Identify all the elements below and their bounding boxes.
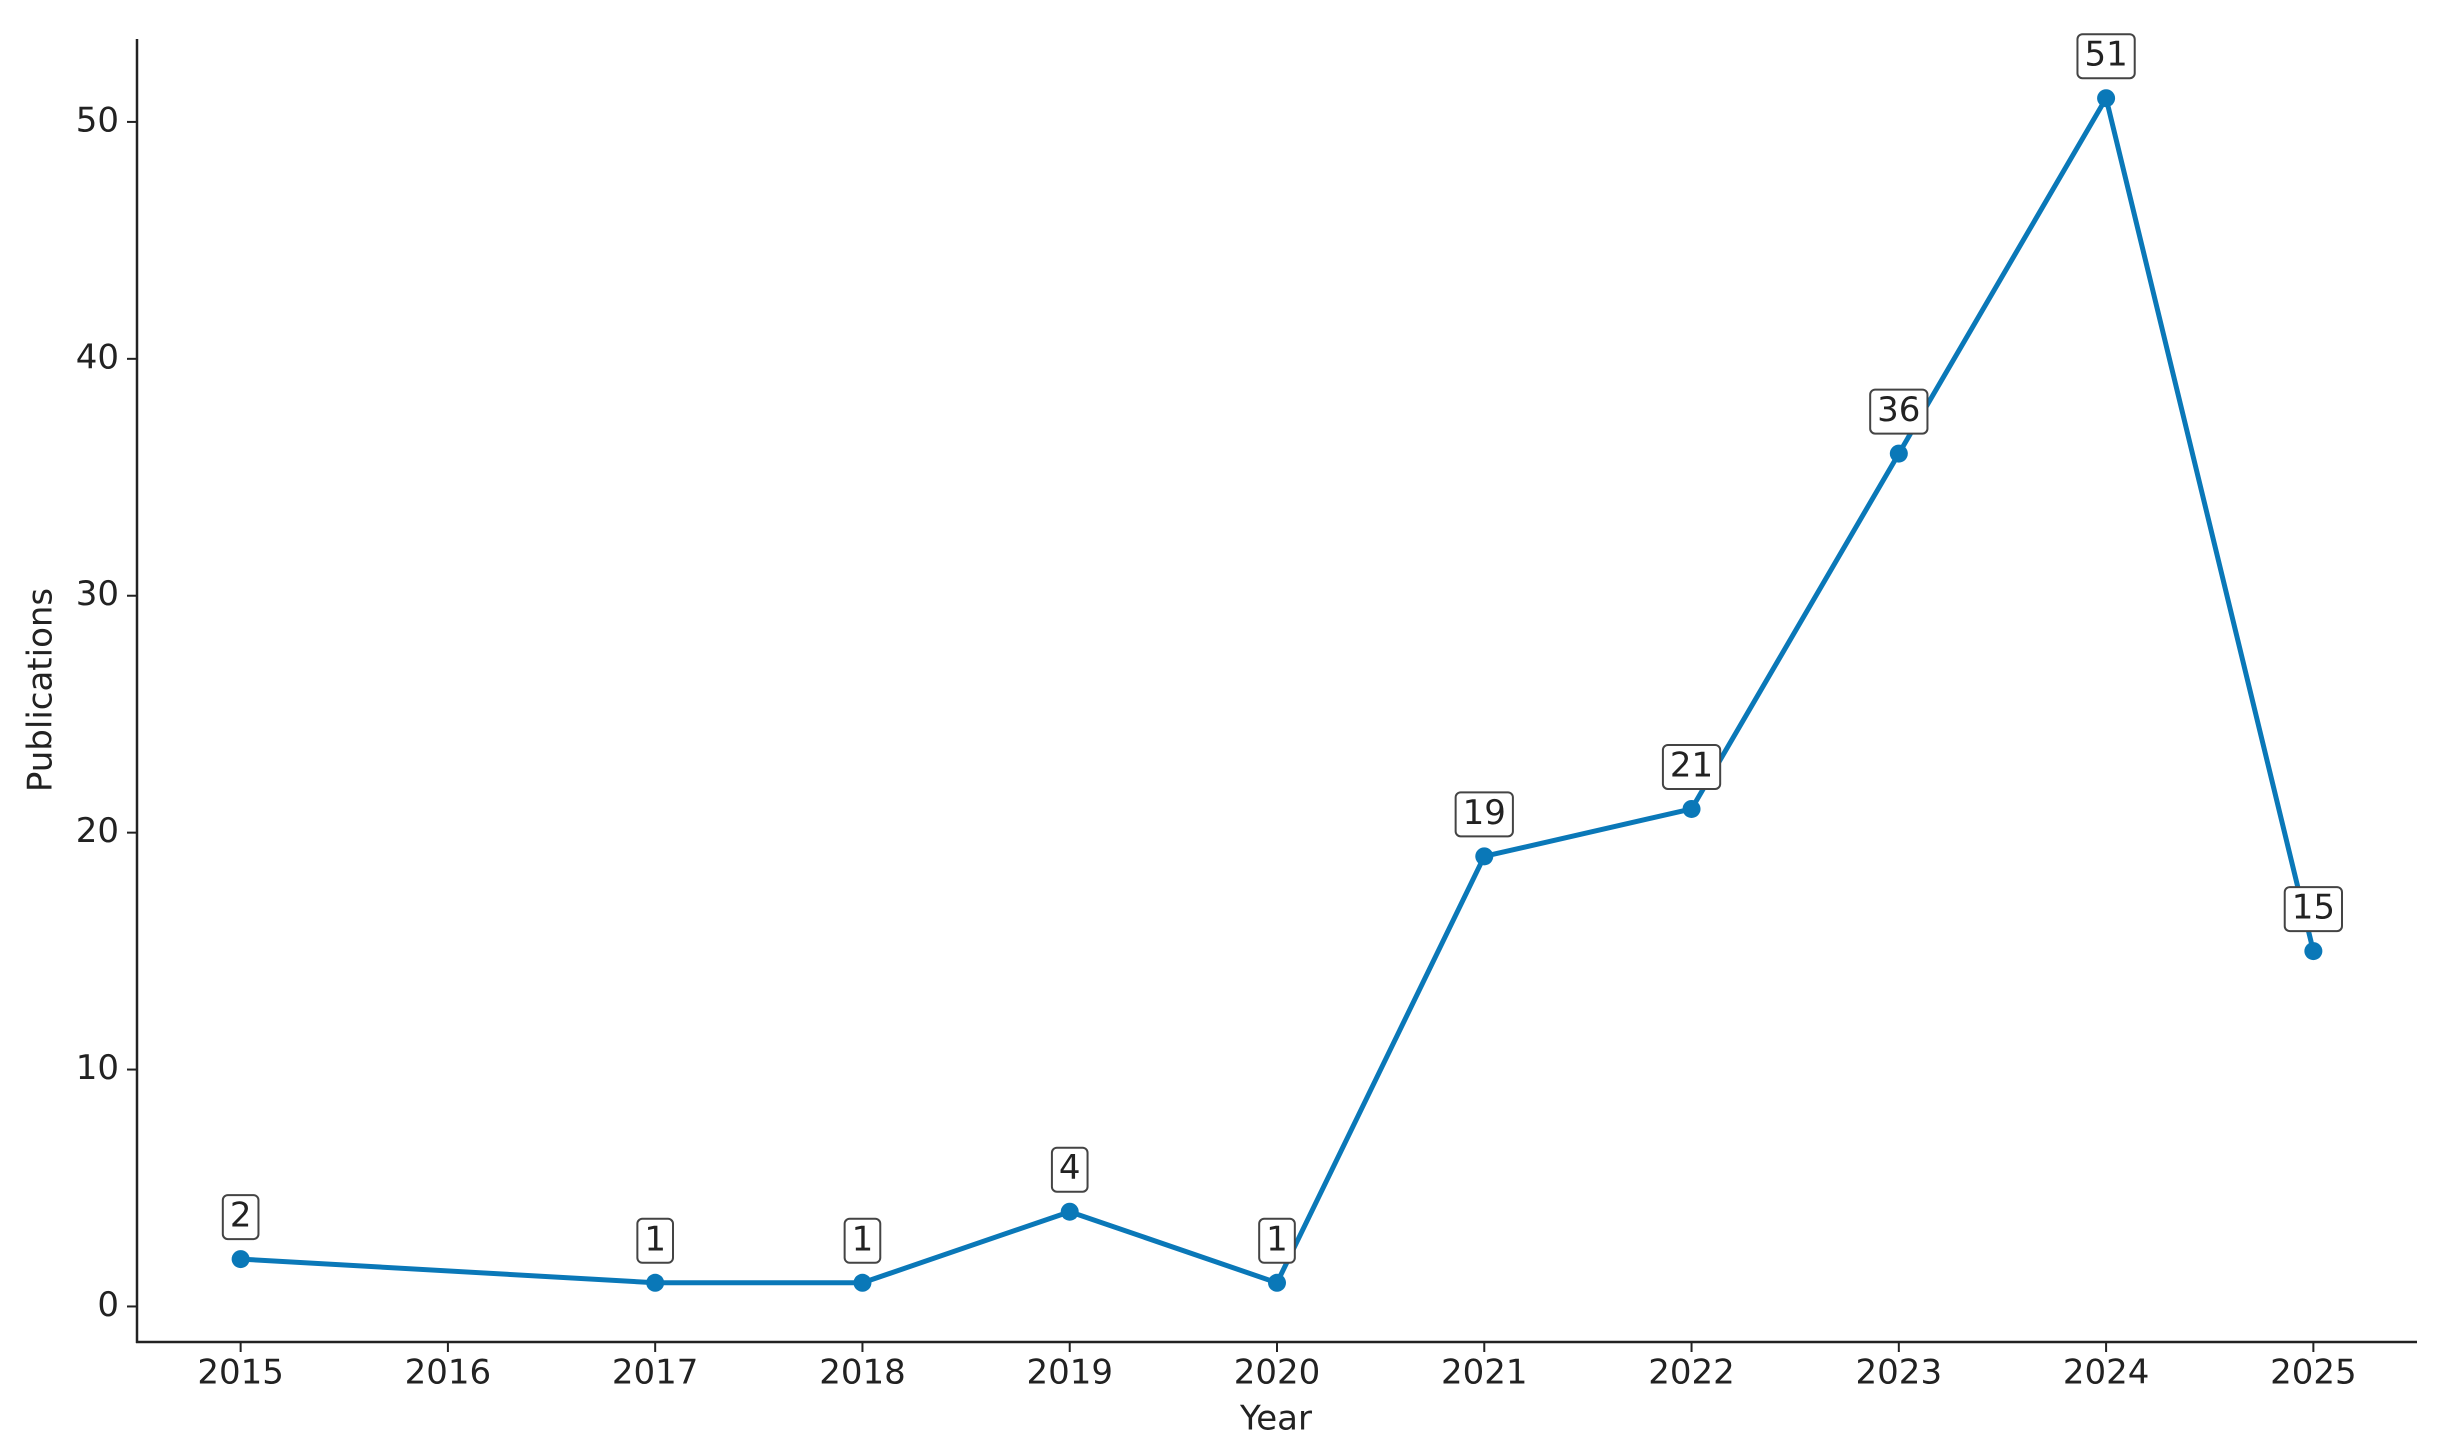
label-box: [2283, 886, 2343, 933]
point: [1268, 1273, 1286, 1292]
x-tick-label: 2015: [197, 1353, 284, 1393]
label-box: [221, 1194, 260, 1241]
data-label: 51: [2084, 35, 2127, 75]
y-tick-label: 30: [76, 574, 119, 614]
x-tick-label: 2017: [612, 1353, 699, 1393]
label-box: [636, 1217, 675, 1264]
y-tick-label: 50: [76, 100, 119, 140]
point: [2304, 942, 2323, 961]
x-tick-label: 2025: [2270, 1353, 2357, 1393]
x-tick-label: 2016: [405, 1353, 492, 1393]
x-tick-label: 2024: [2063, 1353, 2150, 1393]
y-tick-label: 0: [97, 1285, 119, 1325]
x-tick-label: 2019: [1026, 1353, 1113, 1393]
data-label: 21: [1670, 745, 1713, 785]
x-tick-label: 2021: [1441, 1353, 1528, 1393]
point: [1475, 847, 1494, 866]
data-label: 4: [1059, 1148, 1081, 1188]
series-line: [240, 95, 2316, 1286]
data-label: 2: [230, 1196, 252, 1236]
point: [1682, 799, 1701, 818]
data-label: 36: [1877, 390, 1920, 430]
y-axis-label: Publications: [21, 588, 61, 792]
point: [1060, 1202, 1079, 1221]
x-tick-label: 2020: [1234, 1353, 1321, 1393]
x-tick-label: 2023: [1856, 1353, 1943, 1393]
label-box: [1050, 1146, 1089, 1193]
label-box: [1869, 388, 1929, 435]
point: [1889, 444, 1908, 463]
point: [2097, 89, 2116, 108]
data-label: 1: [1266, 1219, 1288, 1259]
point: [231, 1250, 250, 1269]
y-tick-label: 20: [76, 811, 119, 851]
data-label: 19: [1463, 793, 1506, 833]
y-tick-label: 10: [76, 1048, 119, 1088]
x-tick-label: 2022: [1648, 1353, 1735, 1393]
label-box: [1258, 1217, 1296, 1264]
label-box: [1454, 791, 1514, 838]
point: [853, 1273, 872, 1292]
y-tick-label: 40: [76, 337, 119, 377]
data-label: 1: [644, 1219, 666, 1259]
label-box: [843, 1217, 882, 1264]
data-label: 1: [852, 1219, 874, 1259]
label-box: [1661, 743, 1722, 790]
label-box: [2076, 33, 2136, 80]
data-label: 15: [2292, 888, 2335, 928]
point: [646, 1273, 665, 1292]
x-axis-label: Year: [1239, 1399, 1312, 1439]
x-tick-label: 2018: [819, 1353, 906, 1393]
